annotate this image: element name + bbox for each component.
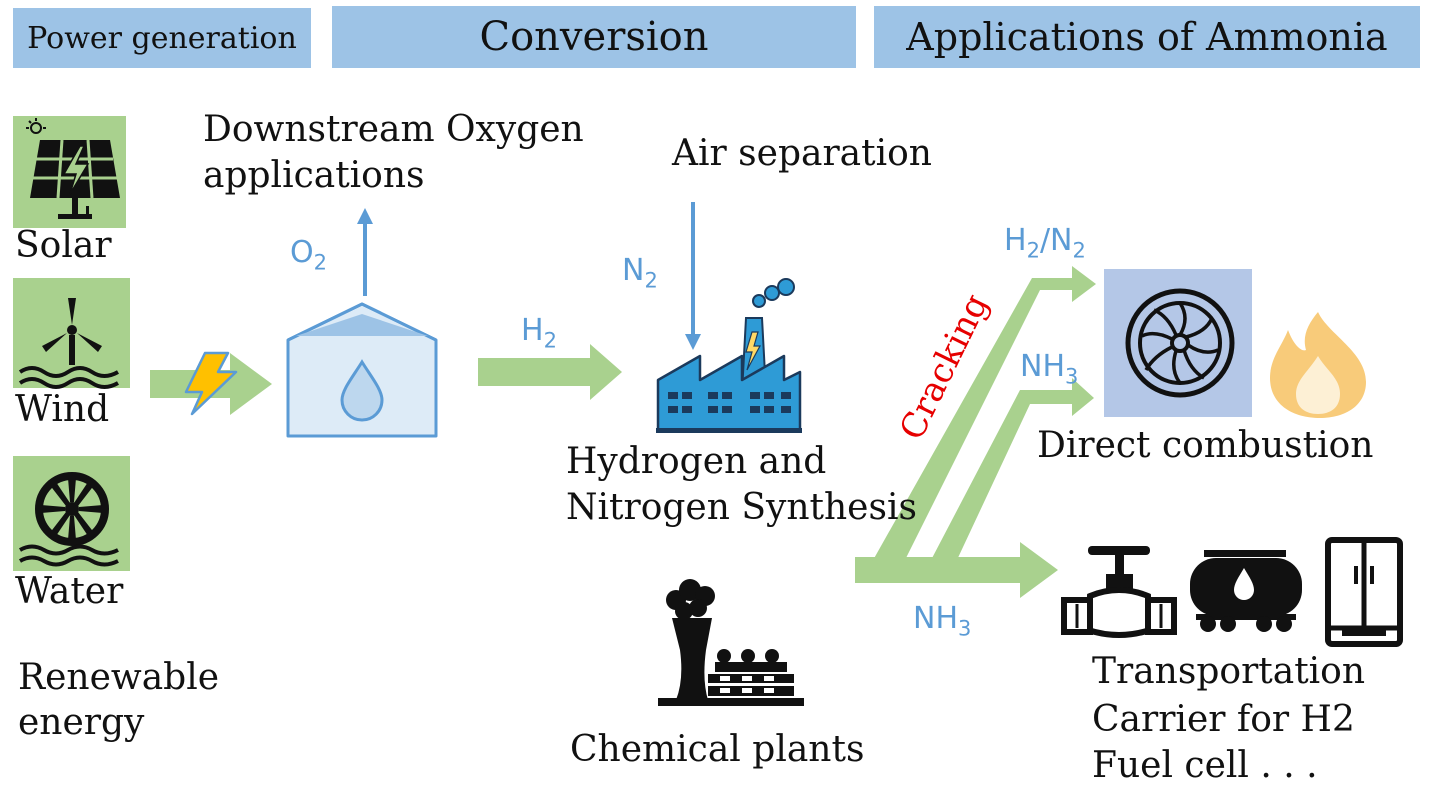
wind-label: Wind	[15, 389, 110, 430]
hydrogen-arrow	[478, 344, 622, 400]
transport-line3: Fuel cell . . .	[1092, 745, 1318, 786]
solar-panel-icon	[26, 118, 120, 219]
h2n2-label: H2/N2	[1004, 223, 1086, 263]
renewable-label-line1: Renewable	[18, 657, 220, 698]
tanker-truck-icon	[1190, 550, 1302, 632]
header-applications: Applications of Ammonia	[874, 6, 1420, 68]
solar-label: Solar	[15, 225, 112, 266]
flame-icon	[1270, 312, 1366, 418]
branch-arrows	[855, 266, 1096, 598]
direct-combustion-label: Direct combustion	[1037, 425, 1374, 466]
header-conversion: Conversion	[332, 6, 856, 68]
renewable-label-line2: energy	[18, 702, 145, 743]
transport-line1: Transportation	[1092, 651, 1366, 692]
h2-label: H2	[521, 313, 557, 353]
chemical-plant-icon	[658, 579, 804, 706]
nitrogen-arrow	[685, 202, 701, 350]
water-label: Water	[15, 571, 124, 612]
water-wheel-icon	[18, 472, 119, 567]
synthesis-label-line1: Hydrogen and	[566, 441, 827, 482]
header-power-generation: Power generation	[13, 8, 311, 68]
turbine-icon	[1125, 288, 1235, 398]
pipeline-valve-icon	[1061, 546, 1177, 638]
oxygen-arrow	[357, 208, 373, 296]
n2-label: N2	[622, 253, 658, 293]
nh3-upper-label: NH3	[1020, 349, 1079, 389]
nh3-lower-label: NH3	[913, 601, 972, 641]
factory-icon	[656, 278, 802, 433]
electrolyzer-tank-icon	[286, 302, 438, 438]
oxygen-label-line1: Downstream Oxygen	[203, 109, 584, 150]
oxygen-label-line2: applications	[203, 155, 425, 196]
chemical-plants-label: Chemical plants	[570, 729, 865, 770]
transport-line2: Carrier for H2	[1092, 699, 1355, 740]
synthesis-label-line2: Nitrogen Synthesis	[566, 487, 917, 528]
air-separation-label: Air separation	[672, 133, 932, 174]
o2-label: O2	[290, 235, 327, 275]
lightning-bolt-icon	[184, 351, 238, 416]
refrigerator-icon	[1325, 537, 1403, 647]
wind-turbine-icon	[18, 298, 119, 389]
